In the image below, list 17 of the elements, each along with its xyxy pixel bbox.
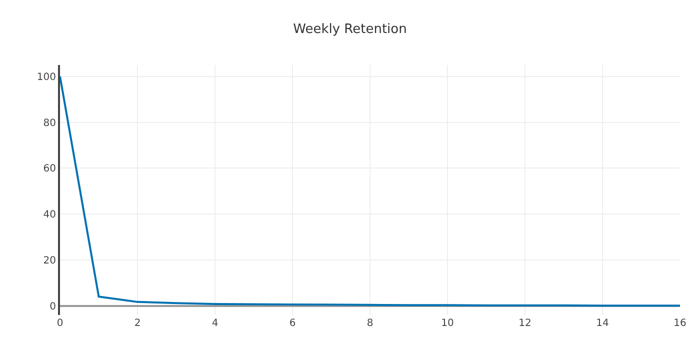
x-tick-label: 2 xyxy=(134,318,141,329)
y-tick-label: 20 xyxy=(43,255,56,266)
x-tick-label: 6 xyxy=(289,318,296,329)
y-tick-label: 80 xyxy=(43,118,56,129)
y-tick-label: 40 xyxy=(43,210,56,221)
chart-title: Weekly Retention xyxy=(293,22,407,37)
y-tick-label: 100 xyxy=(36,72,56,83)
x-tick-label: 16 xyxy=(674,318,686,329)
x-tick-label: 10 xyxy=(441,318,454,329)
x-tick-label: 4 xyxy=(212,318,218,329)
x-tick-label: 14 xyxy=(596,318,609,329)
line-series xyxy=(60,75,680,307)
y-tick-label: 0 xyxy=(50,301,56,312)
x-tick-label: 8 xyxy=(366,318,374,329)
y-tick-label: 60 xyxy=(43,164,56,175)
x-tick-label: 12 xyxy=(518,318,532,329)
x-tick-label: 0 xyxy=(56,318,64,329)
